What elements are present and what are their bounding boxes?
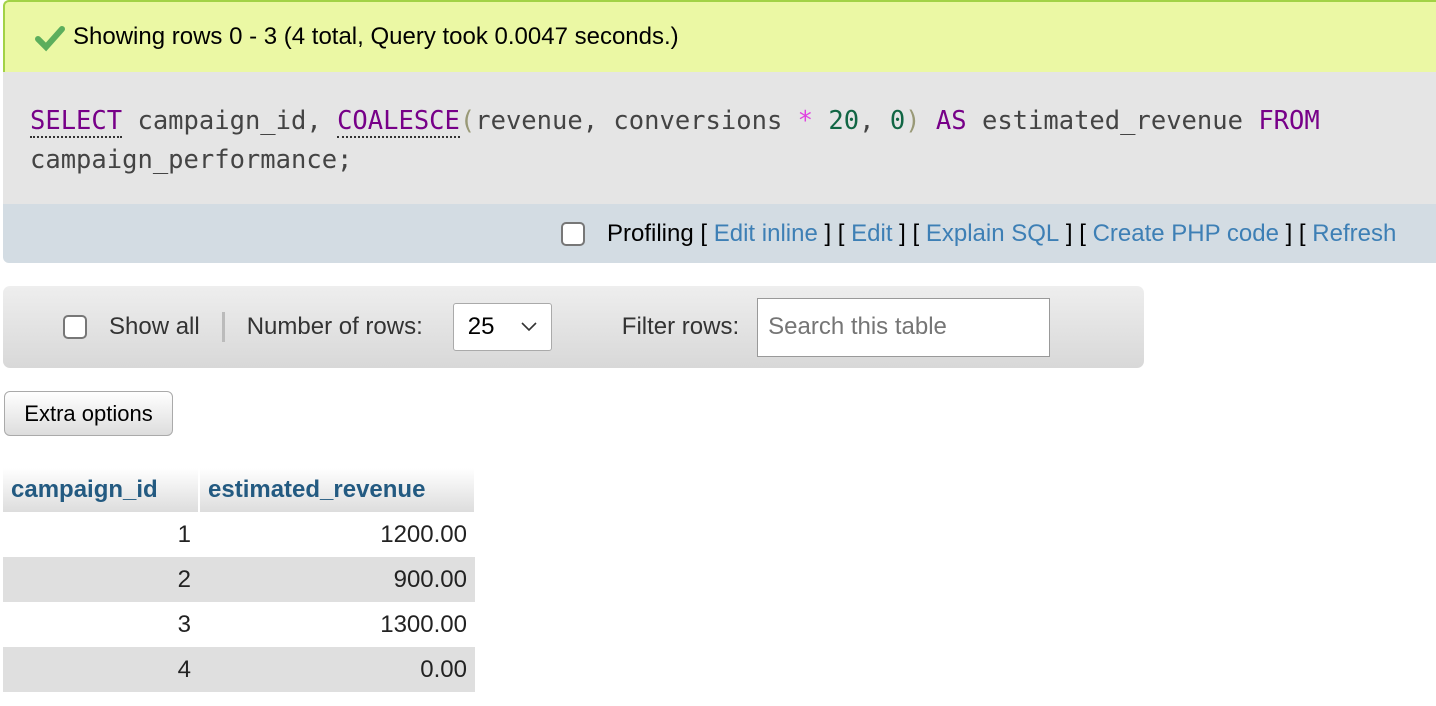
table-row: 2 900.00	[3, 557, 475, 602]
sql-keyword: AS	[935, 106, 967, 136]
cell: 1	[177, 520, 191, 548]
search-input[interactable]	[757, 297, 1051, 357]
profiling-label: Profiling	[607, 219, 694, 247]
extra-options-button[interactable]: Extra options	[4, 391, 173, 436]
table-row: 3 1300.00	[3, 602, 475, 647]
sql-function[interactable]: COALESCE	[337, 106, 460, 138]
create-php-code-link[interactable]: Create PHP code	[1092, 219, 1279, 247]
rows-select[interactable]: 25	[452, 303, 552, 351]
show-all-label: Show all	[109, 313, 200, 340]
edit-link[interactable]: Edit	[851, 219, 893, 247]
rows-label: Number of rows:	[246, 313, 423, 340]
profiling-checkbox[interactable]	[561, 221, 585, 246]
edit-inline-link[interactable]: Edit inline	[713, 219, 818, 247]
cell: 1300.00	[380, 610, 467, 638]
query-toolbar: Profiling [ Edit inline ] [ Edit ] [ Exp…	[3, 204, 1436, 263]
sql-text: revenue, conversions	[475, 106, 798, 136]
sql-text	[921, 106, 936, 136]
cell: 2	[3, 557, 199, 602]
sql-text	[813, 106, 828, 136]
table-row: 1 1200.00	[3, 512, 475, 557]
sql-text: estimated_revenue	[966, 106, 1259, 136]
sql-number: 0	[889, 106, 906, 136]
cell: 4	[3, 647, 199, 692]
chevron-down-icon	[521, 322, 537, 332]
column-header[interactable]: estimated_revenue	[199, 468, 476, 512]
sql-keyword[interactable]: SELECT	[30, 106, 123, 138]
sql-paren: )	[905, 106, 921, 136]
check-icon	[35, 26, 65, 52]
status-text: Showing rows 0 - 3 (4 total, Query took …	[73, 23, 679, 50]
sql-text: campaign_performance;	[30, 145, 353, 175]
navigation-bar: Show all Number of rows: 25 Filter rows:	[3, 286, 1144, 368]
filter-label: Filter rows:	[621, 313, 740, 340]
table-row: 4 0.00	[3, 647, 475, 692]
sql-operator: *	[797, 106, 814, 136]
success-message: Showing rows 0 - 3 (4 total, Query took …	[3, 0, 1436, 72]
explain-sql-link[interactable]: Explain SQL	[925, 219, 1060, 247]
cell: 3	[177, 610, 191, 638]
sql-paren: (	[459, 106, 476, 136]
cell: 0.00	[199, 647, 475, 692]
rows-value: 25	[467, 313, 495, 340]
divider	[221, 312, 225, 342]
sql-text: campaign_id,	[122, 106, 338, 136]
sql-number: 20	[828, 106, 860, 136]
results-table: campaign_id estimated_revenue 1 1200.00 2…	[3, 468, 476, 692]
cell: 1200.00	[380, 520, 467, 548]
show-all-checkbox[interactable]	[63, 315, 87, 339]
sql-text: ,	[859, 106, 890, 136]
column-header[interactable]: campaign_id	[3, 468, 200, 512]
cell: 900.00	[199, 557, 475, 602]
sql-query: SELECT campaign_id, COALESCE(revenue, co…	[3, 72, 1436, 204]
sql-keyword: FROM	[1258, 106, 1320, 136]
refresh-link[interactable]: Refresh	[1312, 219, 1397, 247]
